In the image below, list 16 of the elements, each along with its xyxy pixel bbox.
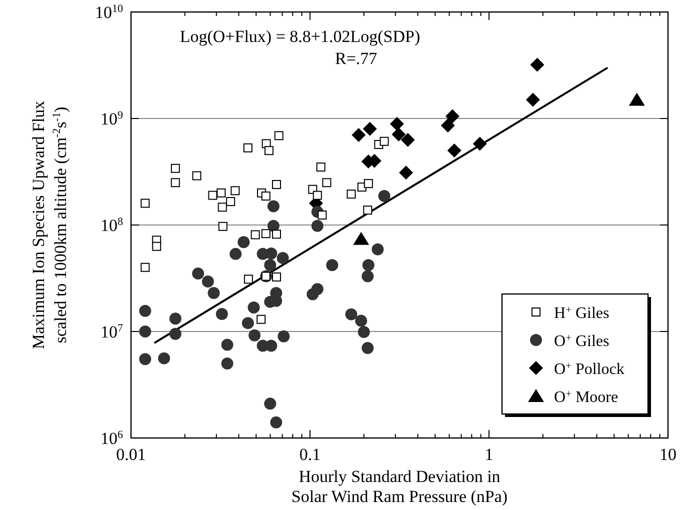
y-tick-label: 10$^{9}$ (100, 110, 124, 128)
y-tick-label: 10$^{10}$ (94, 3, 124, 22)
x-tick-label: 1 (484, 445, 494, 464)
x-axis-title: Hourly Standard Deviation in Solar Wind Ram Pressure (nPa) (291, 467, 508, 506)
y-tick-label: 10$^{6}$ (100, 429, 124, 448)
y-tick-label: 10$^{8}$ (100, 216, 124, 235)
x-tick-label: 0.01 (116, 445, 146, 464)
x-tick-label: 0.1 (299, 445, 321, 464)
annotation: R=.77 (335, 49, 378, 68)
annotation: Log(O+Flux) = 8.8+1.02Log(SDP) (180, 27, 420, 46)
legend-label: O$^{+}$ Giles (554, 332, 610, 350)
y-tick-label: 10$^{7}$ (100, 322, 124, 342)
legend-label: O$^{+}$ Moore (554, 388, 618, 406)
legend-label: H$^{+}$ Giles (554, 304, 610, 322)
x-tick-label: 10 (660, 445, 676, 464)
legend-label: O$^{+}$ Pollock (554, 360, 624, 378)
